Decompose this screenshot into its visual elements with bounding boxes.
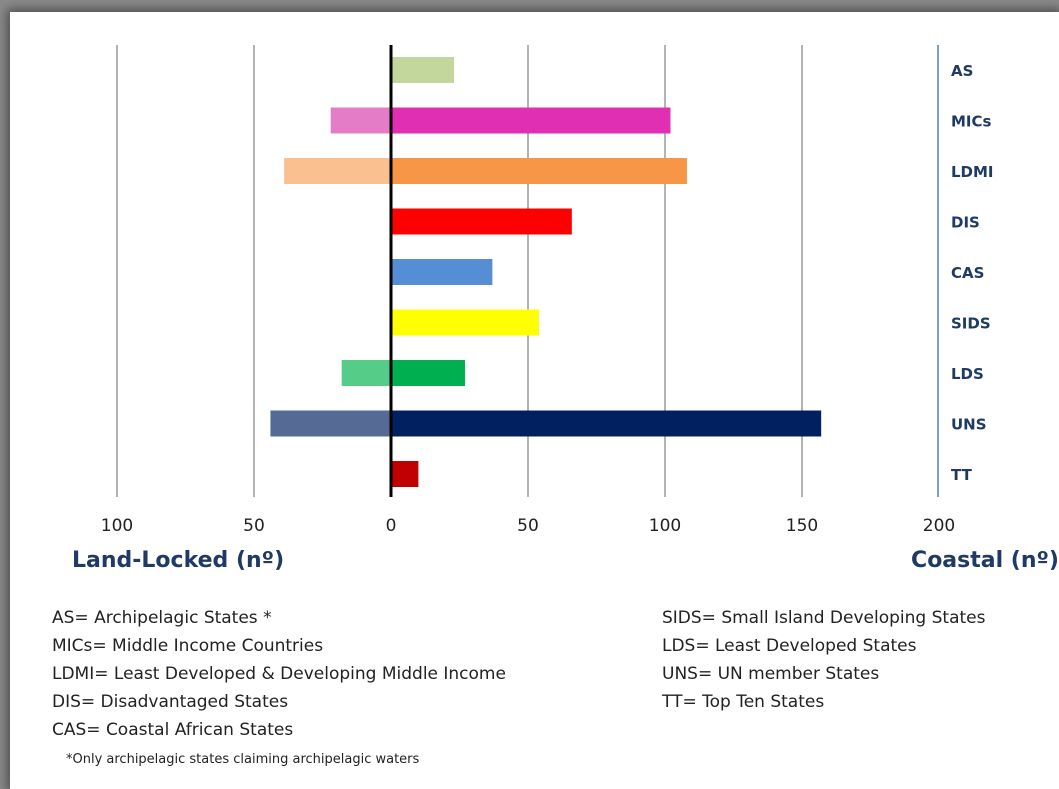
- legend-item-sids: SIDS= Small Island Developing States: [662, 608, 986, 628]
- x-axis-left-label: Land-Locked (nº): [72, 548, 285, 573]
- footnote: *Only archipelagic states claiming archi…: [66, 752, 420, 767]
- legend-item-ldmi: LDMI= Least Developed & Developing Middl…: [52, 664, 506, 684]
- category-label: LDMI: [951, 163, 994, 181]
- legend-item-as: AS= Archipelagic States *: [52, 608, 272, 628]
- x-axis-right-label: Coastal (nº): [911, 548, 1059, 573]
- bar-landlocked-lds: [341, 360, 391, 386]
- bar-coastal-lds: [391, 360, 465, 386]
- category-label: MICs: [951, 113, 992, 131]
- bar-coastal-dis: [391, 208, 572, 235]
- legend-item-tt: TT= Top Ten States: [662, 692, 825, 712]
- legend-item-cas: CAS= Coastal African States: [52, 720, 294, 740]
- legend-left: AS= Archipelagic States * MICs= Middle I…: [52, 604, 506, 744]
- legend-right: SIDS= Small Island Developing States LDS…: [662, 604, 985, 716]
- x-tick-label: 50: [517, 516, 539, 536]
- bar-coastal-ldmi: [391, 158, 687, 184]
- category-label: AS: [951, 62, 973, 80]
- x-tick-label: 100: [649, 516, 681, 536]
- category-label: SIDS: [951, 315, 991, 333]
- bar-landlocked-ldmi: [284, 158, 391, 184]
- legend-item-dis: DIS= Disadvantaged States: [52, 692, 289, 712]
- bar-coastal-mics: [391, 107, 671, 134]
- bar-coastal-sids: [391, 309, 539, 336]
- x-tick-label: 100: [101, 516, 133, 536]
- category-label: LDS: [951, 365, 984, 383]
- legend-item-lds: LDS= Least Developed States: [662, 636, 917, 656]
- x-tick-label: 200: [923, 516, 955, 536]
- legend-item-uns: UNS= UN member States: [662, 664, 880, 684]
- category-label: UNS: [951, 416, 987, 434]
- chart-frame: AS MICs LDMI DIS CAS SIDS LDS UNS TT 100 50 0 50 100 1…: [10, 12, 1059, 789]
- legend-item-mics: MICs= Middle Income Countries: [52, 636, 324, 656]
- category-label: CAS: [951, 264, 984, 282]
- bar-coastal-uns: [391, 410, 822, 437]
- bar-coastal-as: [391, 57, 455, 83]
- category-label: DIS: [951, 214, 980, 232]
- x-tick-label: 50: [243, 516, 265, 536]
- bar-chart: AS MICs LDMI DIS CAS SIDS LDS UNS TT 100 50 0 50 100 1…: [101, 45, 994, 536]
- category-label: TT: [951, 466, 973, 484]
- x-tick-label: 0: [386, 516, 397, 536]
- x-tick-label: 150: [786, 516, 818, 536]
- bar-coastal-tt: [391, 461, 419, 487]
- bar-landlocked-mics: [330, 107, 391, 134]
- bar-landlocked-uns: [270, 410, 391, 437]
- bar-coastal-cas: [391, 259, 493, 285]
